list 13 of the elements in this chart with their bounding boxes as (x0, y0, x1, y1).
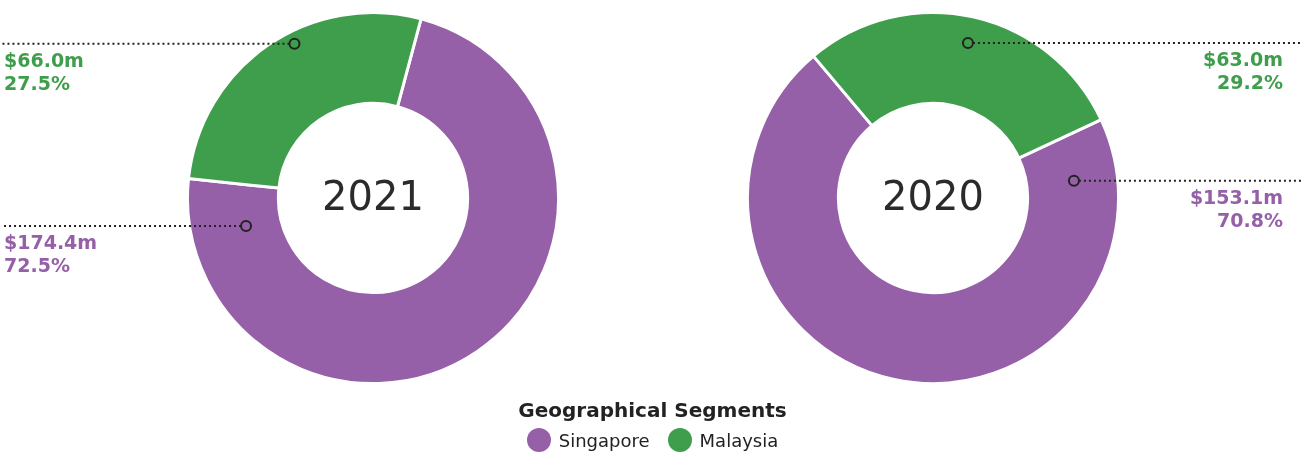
data-label: 27.5% (4, 71, 70, 94)
legend-title: Geographical Segments (517, 398, 788, 422)
text: 2020 (882, 173, 984, 220)
text: 2021 (322, 173, 424, 220)
data-label: 72.5% (4, 253, 70, 276)
legend-label: Singapore (558, 429, 650, 451)
legend-label: Malaysia (699, 429, 779, 451)
text: $66.0m (4, 48, 84, 71)
data-label: 70.8% (1217, 208, 1283, 231)
data-label: 29.2% (1217, 70, 1283, 93)
text: $63.0m (1203, 47, 1283, 70)
text: $174.4m (4, 230, 98, 253)
text: $153.1m (1189, 185, 1283, 208)
